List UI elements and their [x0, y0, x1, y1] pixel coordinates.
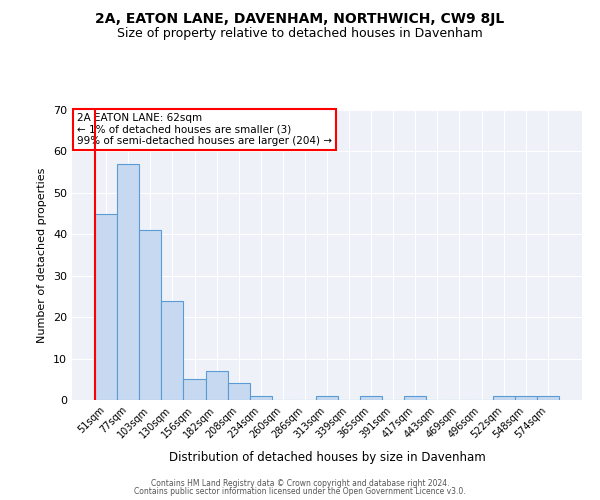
- Bar: [95, 214, 117, 400]
- Bar: [537, 396, 559, 400]
- Bar: [184, 380, 206, 400]
- Bar: [360, 396, 382, 400]
- X-axis label: Distribution of detached houses by size in Davenham: Distribution of detached houses by size …: [169, 451, 485, 464]
- Text: 2A EATON LANE: 62sqm
← 1% of detached houses are smaller (3)
99% of semi-detache: 2A EATON LANE: 62sqm ← 1% of detached ho…: [77, 113, 332, 146]
- Bar: [404, 396, 427, 400]
- Bar: [206, 371, 227, 400]
- Bar: [139, 230, 161, 400]
- Bar: [316, 396, 338, 400]
- Text: Contains public sector information licensed under the Open Government Licence v3: Contains public sector information licen…: [134, 487, 466, 496]
- Bar: [493, 396, 515, 400]
- Text: Size of property relative to detached houses in Davenham: Size of property relative to detached ho…: [117, 28, 483, 40]
- Bar: [117, 164, 139, 400]
- Text: 2A, EATON LANE, DAVENHAM, NORTHWICH, CW9 8JL: 2A, EATON LANE, DAVENHAM, NORTHWICH, CW9…: [95, 12, 505, 26]
- Bar: [515, 396, 537, 400]
- Bar: [250, 396, 272, 400]
- Bar: [227, 384, 250, 400]
- Y-axis label: Number of detached properties: Number of detached properties: [37, 168, 47, 342]
- Bar: [161, 300, 184, 400]
- Text: Contains HM Land Registry data © Crown copyright and database right 2024.: Contains HM Land Registry data © Crown c…: [151, 478, 449, 488]
